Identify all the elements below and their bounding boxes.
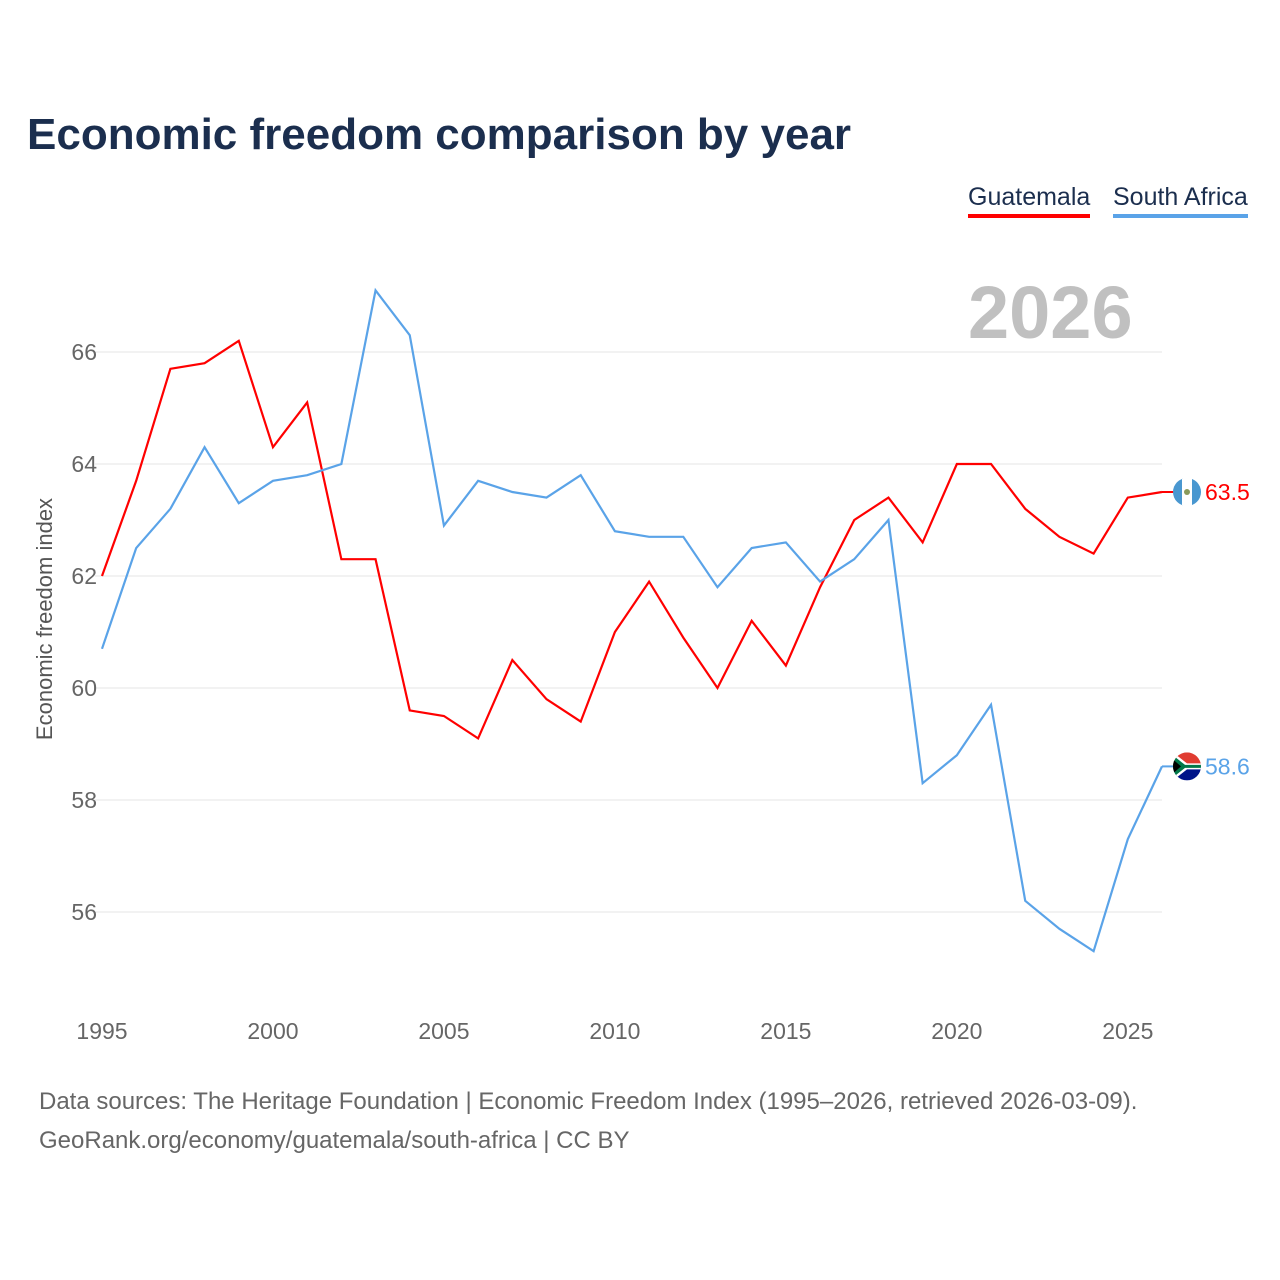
x-tick-label: 2000 — [247, 1018, 298, 1044]
legend-south-africa[interactable]: South Africa — [1113, 183, 1248, 218]
source-note: Data sources: The Heritage Foundation | … — [39, 1088, 1138, 1115]
series-line-guatemala[interactable] — [100, 339, 1163, 741]
y-tick-label: 56 — [71, 899, 97, 925]
x-tick-label: 2005 — [418, 1018, 469, 1044]
x-tick-label: 2025 — [1102, 1018, 1153, 1044]
y-tick-label: 58 — [71, 787, 97, 813]
source-link[interactable]: GeoRank.org/economy/guatemala/south-afri… — [39, 1127, 630, 1154]
series-line-south-africa[interactable] — [100, 287, 1163, 953]
chart-title: Economic freedom comparison by year — [27, 110, 852, 159]
x-tick-label: 2010 — [589, 1018, 640, 1044]
x-tick-label: 2015 — [760, 1018, 811, 1044]
end-value-label: 63.5 — [1205, 479, 1250, 505]
y-tick-label: 64 — [71, 451, 97, 477]
x-tick-label: 2020 — [931, 1018, 982, 1044]
south-africa-flag-icon — [1173, 752, 1201, 781]
y-tick-label: 66 — [71, 339, 97, 365]
legend-guatemala[interactable]: Guatemala — [968, 183, 1091, 218]
guatemala-flag-icon — [1173, 478, 1201, 506]
y-tick-label: 62 — [71, 563, 97, 589]
x-tick-label: 1995 — [76, 1018, 127, 1044]
end-value-label: 58.6 — [1205, 753, 1250, 779]
y-tick-label: 60 — [71, 675, 97, 701]
year-label: 2026 — [968, 271, 1133, 354]
